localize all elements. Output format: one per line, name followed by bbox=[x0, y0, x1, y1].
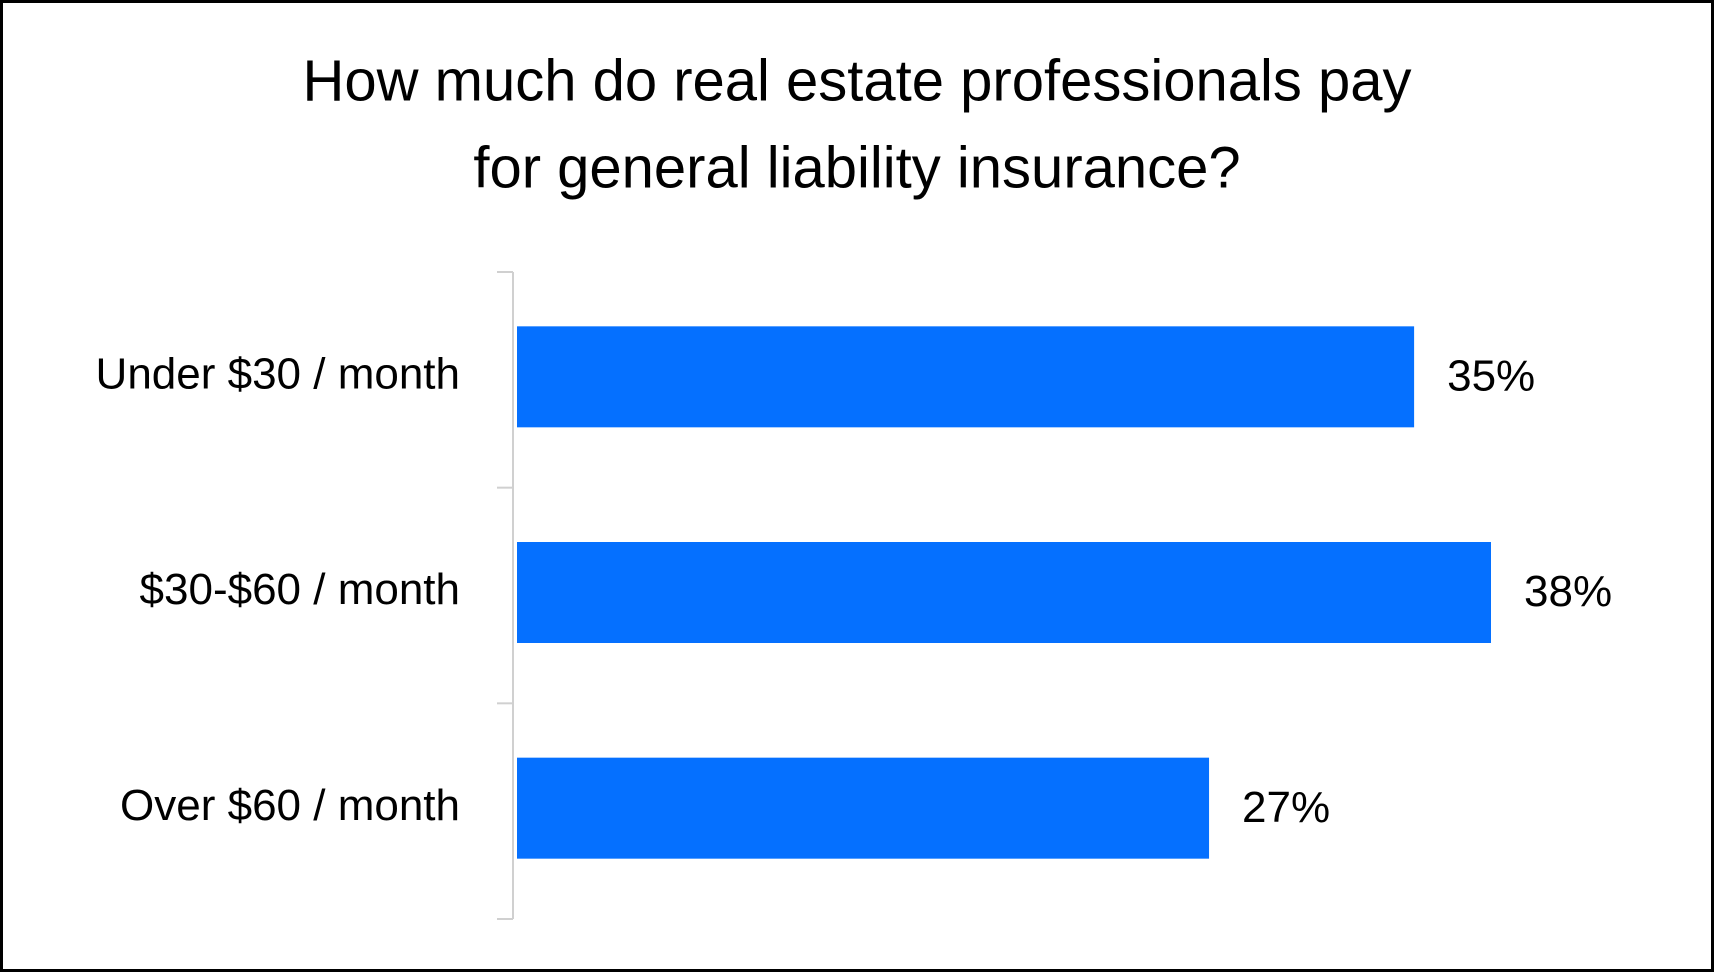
value-label: 35% bbox=[1447, 351, 1535, 400]
bar bbox=[517, 757, 1210, 859]
chart-title: How much do real estate professionals pa… bbox=[302, 48, 1411, 113]
y-tick-label: Under $30 / month bbox=[96, 349, 460, 398]
value-label: 27% bbox=[1242, 783, 1330, 832]
bar bbox=[517, 542, 1491, 643]
y-tick-label: $30-$60 / month bbox=[140, 565, 460, 614]
chart-title: for general liability insurance? bbox=[473, 135, 1240, 200]
bar bbox=[517, 326, 1415, 428]
value-label: 38% bbox=[1524, 567, 1612, 616]
y-tick-label: Over $60 / month bbox=[120, 781, 460, 830]
